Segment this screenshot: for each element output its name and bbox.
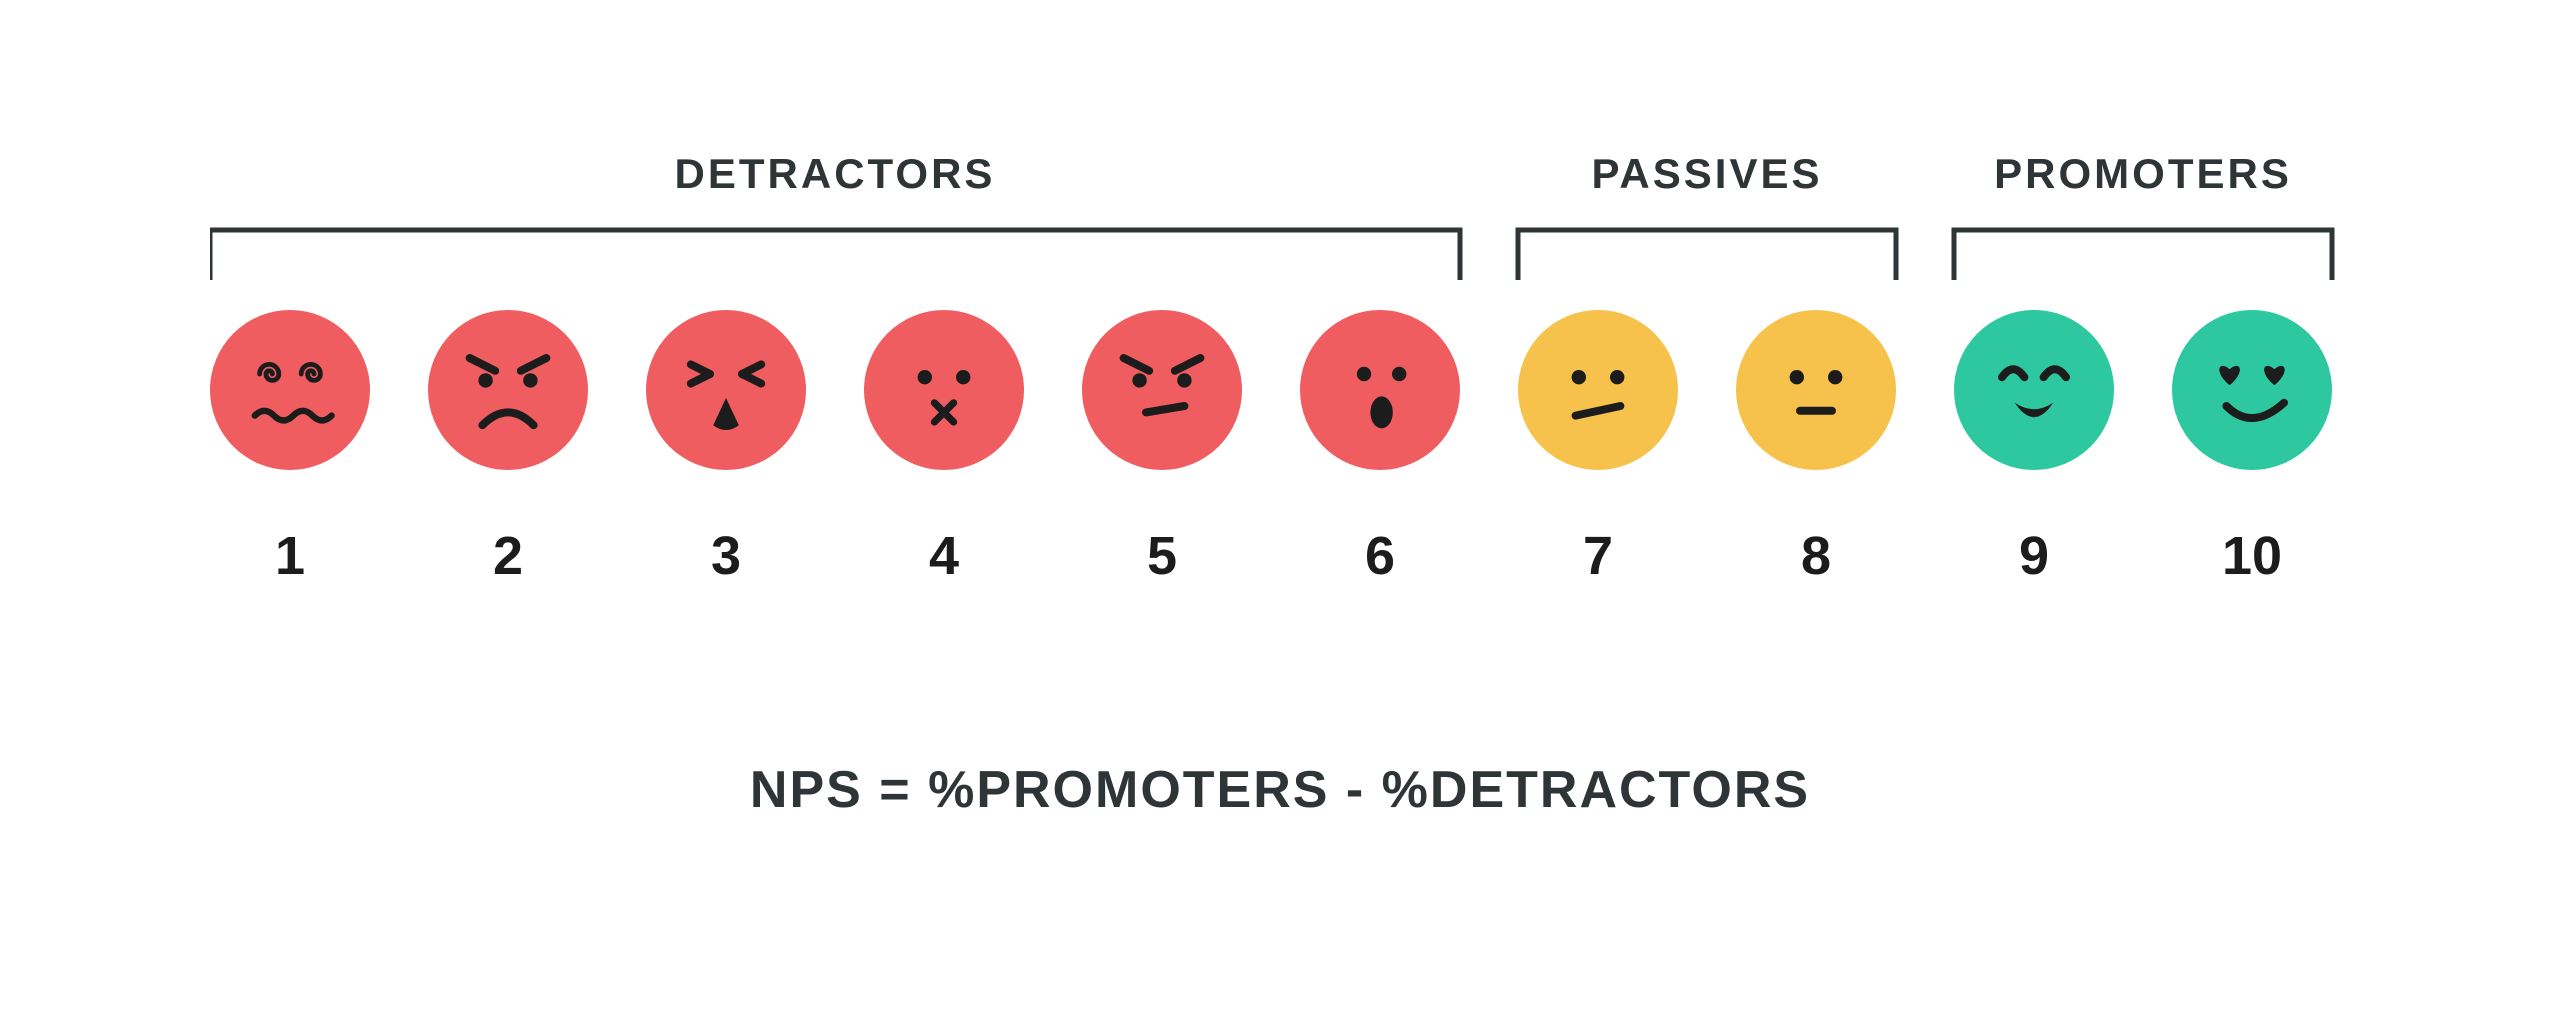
face-happy-squint-icon xyxy=(1954,310,2114,470)
face-col-8: 8 xyxy=(1736,310,1896,587)
face-col-7: 7 xyxy=(1518,310,1678,587)
face-col-1: 1 xyxy=(210,310,370,587)
face-number: 2 xyxy=(493,525,523,587)
group-label-passives: PASSIVES xyxy=(1507,150,1907,198)
face-col-5: 5 xyxy=(1082,310,1242,587)
face-number: 1 xyxy=(275,525,305,587)
faces-row: 1 2 3 4 5 6 7 8 9 10 xyxy=(210,310,2350,587)
face-angry-smirk-icon xyxy=(1082,310,1242,470)
face-number: 8 xyxy=(1801,525,1831,587)
group-label-detractors: DETRACTORS xyxy=(635,150,1035,198)
nps-diagram: DETRACTORS PASSIVES PROMOTERS 1 2 3 4 5 6 7 8 9 10 xyxy=(210,150,2350,587)
group-label-promoters: PROMOTERS xyxy=(1943,150,2343,198)
face-skeptical-icon xyxy=(1518,310,1678,470)
face-col-4: 4 xyxy=(864,310,1024,587)
brackets-svg xyxy=(210,220,2350,290)
face-x-mouth-icon xyxy=(864,310,1024,470)
face-neutral-icon xyxy=(1736,310,1896,470)
brackets-row xyxy=(210,220,2350,290)
face-col-6: 6 xyxy=(1300,310,1460,587)
face-number: 6 xyxy=(1365,525,1395,587)
face-number: 4 xyxy=(929,525,959,587)
face-number: 10 xyxy=(2222,525,2282,587)
nps-formula: NPS = %PROMOTERS - %DETRACTORS xyxy=(0,760,2560,820)
face-angry-frown-icon xyxy=(428,310,588,470)
face-number: 3 xyxy=(711,525,741,587)
face-squint-yell-icon xyxy=(646,310,806,470)
face-col-2: 2 xyxy=(428,310,588,587)
face-number: 9 xyxy=(2019,525,2049,587)
group-labels-row: DETRACTORS PASSIVES PROMOTERS xyxy=(210,150,2350,220)
face-shocked-icon xyxy=(1300,310,1460,470)
face-number: 7 xyxy=(1583,525,1613,587)
face-heart-eyes-icon xyxy=(2172,310,2332,470)
face-dizzy-icon xyxy=(210,310,370,470)
face-col-3: 3 xyxy=(646,310,806,587)
face-col-10: 10 xyxy=(2172,310,2332,587)
face-number: 5 xyxy=(1147,525,1177,587)
face-col-9: 9 xyxy=(1954,310,2114,587)
